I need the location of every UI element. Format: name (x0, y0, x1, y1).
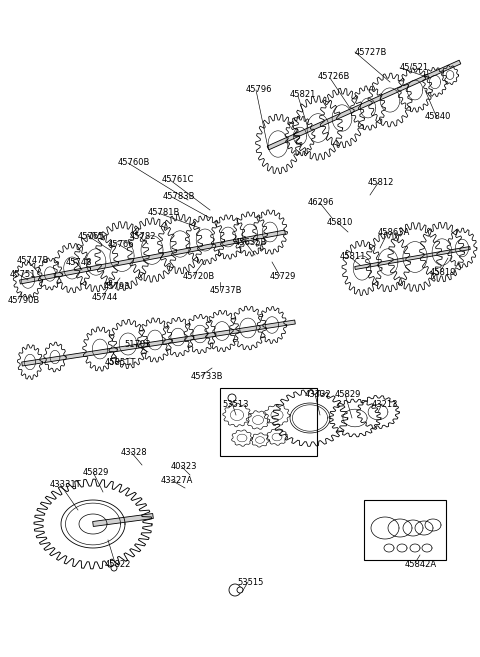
Text: 45635B: 45635B (235, 238, 267, 247)
Text: 43213: 43213 (372, 400, 398, 409)
Text: 40323: 40323 (171, 462, 197, 471)
Polygon shape (267, 60, 461, 150)
Text: 45819: 45819 (430, 268, 456, 277)
Text: 45810: 45810 (327, 218, 353, 227)
Text: 46296: 46296 (308, 198, 335, 207)
Text: 45744: 45744 (92, 293, 119, 302)
Text: 45812: 45812 (368, 178, 395, 187)
Bar (220, 388, 317, 456)
Text: 45851T: 45851T (105, 358, 136, 367)
Text: 45790B: 45790B (8, 296, 40, 305)
Text: 45761C: 45761C (162, 175, 194, 184)
Text: 45/521: 45/521 (400, 62, 429, 71)
Text: 45796: 45796 (246, 85, 273, 94)
Text: 45840: 45840 (425, 112, 451, 121)
Bar (364, 500, 446, 560)
Circle shape (229, 584, 241, 596)
Text: 45829: 45829 (335, 390, 361, 399)
Text: 45822: 45822 (105, 560, 132, 569)
Text: 45751: 45751 (10, 270, 36, 279)
Text: 45748: 45748 (66, 258, 93, 267)
Text: 45726B: 45726B (318, 72, 350, 81)
Text: 45863A: 45863A (378, 228, 410, 237)
Text: 43332: 43332 (305, 390, 332, 399)
Text: 45747B: 45747B (17, 256, 49, 265)
Circle shape (228, 394, 236, 402)
Text: 45720B: 45720B (183, 272, 215, 281)
Text: 45765: 45765 (78, 232, 105, 241)
Text: 43331T: 43331T (50, 480, 82, 489)
Text: 45733B: 45733B (191, 372, 224, 381)
Text: 43327A: 43327A (161, 476, 193, 485)
Text: 45782: 45782 (130, 232, 156, 241)
Text: 51703: 51703 (124, 340, 151, 349)
Text: 45829: 45829 (83, 468, 109, 477)
Text: 45737B: 45737B (210, 286, 242, 295)
Text: 45783B: 45783B (163, 192, 195, 201)
Circle shape (237, 587, 243, 593)
Polygon shape (22, 320, 295, 366)
Polygon shape (355, 246, 470, 269)
Text: 53513: 53513 (222, 400, 249, 409)
Text: 45727B: 45727B (355, 48, 387, 57)
Text: 45729: 45729 (270, 272, 296, 281)
Text: 45821: 45821 (290, 90, 316, 99)
Text: 43328: 43328 (121, 448, 148, 457)
Text: 45760B: 45760B (118, 158, 150, 167)
Text: 45811: 45811 (340, 252, 366, 261)
Text: 45842A: 45842A (405, 560, 437, 569)
Polygon shape (20, 230, 286, 284)
Circle shape (111, 565, 117, 571)
Text: 45766: 45766 (108, 240, 134, 249)
Text: 45793: 45793 (104, 282, 131, 291)
Text: 53515: 53515 (237, 578, 264, 587)
Polygon shape (93, 514, 153, 526)
Text: 45781B: 45781B (148, 208, 180, 217)
